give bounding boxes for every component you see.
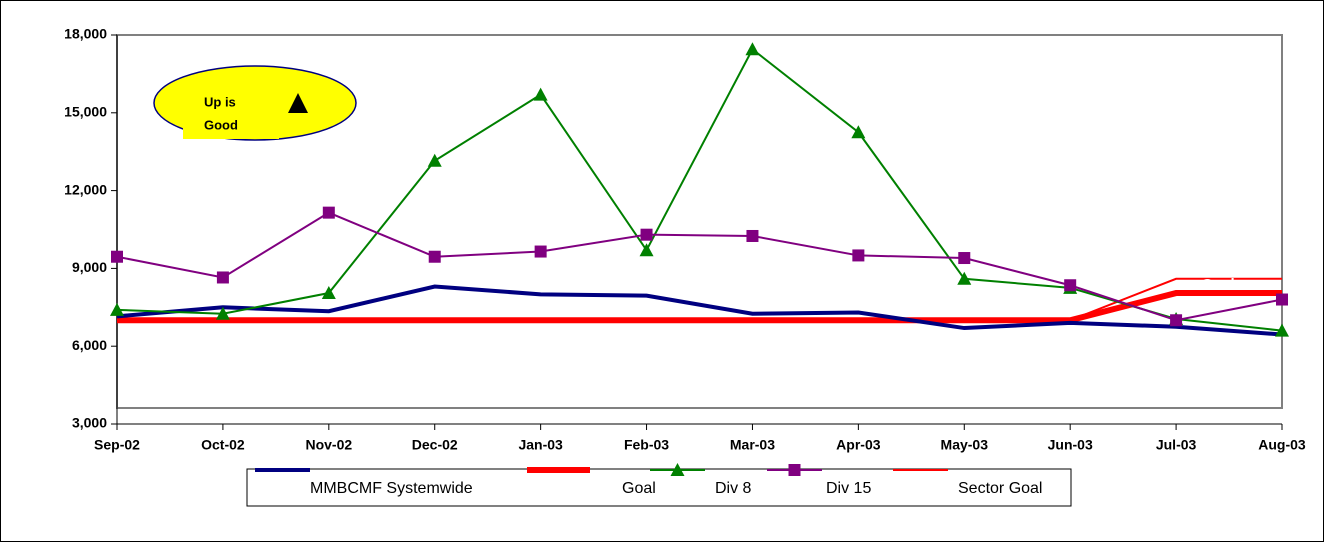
- legend-label: Div 15: [826, 480, 871, 497]
- y-tick-label: 6,000: [72, 337, 107, 353]
- legend-label: Div 8: [715, 480, 752, 497]
- marker: [851, 125, 866, 139]
- marker: [111, 250, 123, 263]
- marker: [958, 252, 971, 265]
- y-tick-label: 18,000: [64, 26, 107, 42]
- marker: [216, 271, 229, 284]
- x-tick-label: Nov-02: [305, 437, 352, 453]
- x-tick-label: Sep-02: [94, 437, 140, 453]
- y-tick-label: 9,000: [72, 259, 107, 275]
- series-line: [116, 211, 1283, 322]
- x-tick-label: Aug-03: [1258, 437, 1306, 453]
- series-line: [117, 290, 1282, 324]
- marker: [1064, 279, 1077, 292]
- x-tick-label: Mar-03: [730, 437, 775, 453]
- goal-label: Goal: [1201, 276, 1234, 293]
- x-tick-label: May-03: [941, 437, 989, 453]
- callout-text: Good: [204, 117, 238, 132]
- legend: [246, 468, 1072, 507]
- y-tick-label: 3,000: [72, 415, 107, 431]
- legend-label: Sector Goal: [958, 480, 1042, 497]
- y-tick-label: 15,000: [64, 104, 107, 120]
- marker: [321, 286, 336, 300]
- marker: [427, 153, 442, 167]
- x-tick-label: Jan-03: [518, 437, 563, 453]
- marker: [1276, 293, 1288, 306]
- x-tick-label: Oct-02: [201, 437, 245, 453]
- marker: [1275, 323, 1289, 337]
- callout-arrow: [288, 93, 308, 113]
- marker: [322, 206, 335, 219]
- x-tick-label: Feb-03: [624, 437, 669, 453]
- series-line: [116, 47, 1283, 332]
- marker: [1170, 314, 1183, 327]
- marker: [533, 87, 548, 101]
- x-tick-label: Jun-03: [1048, 437, 1093, 453]
- marker: [788, 464, 801, 476]
- marker: [428, 250, 441, 263]
- marker: [215, 306, 230, 320]
- marker: [957, 271, 972, 285]
- marker: [110, 302, 124, 316]
- marker: [640, 228, 653, 241]
- series-line: [116, 284, 1283, 337]
- marker: [745, 42, 760, 56]
- marker: [852, 249, 865, 262]
- x-tick-label: Dec-02: [412, 437, 458, 453]
- x-tick-label: Jul-03: [1156, 437, 1197, 453]
- marker: [534, 245, 547, 258]
- legend-label: MMBCMF Systemwide: [310, 480, 473, 497]
- y-tick-label: 12,000: [64, 181, 107, 197]
- callout-text: Up is: [204, 94, 236, 109]
- marker: [746, 229, 759, 242]
- legend-label: Goal: [622, 480, 656, 497]
- callout-box: [183, 113, 279, 139]
- x-tick-label: Apr-03: [836, 437, 881, 453]
- marker: [670, 463, 685, 476]
- marker: [639, 243, 654, 257]
